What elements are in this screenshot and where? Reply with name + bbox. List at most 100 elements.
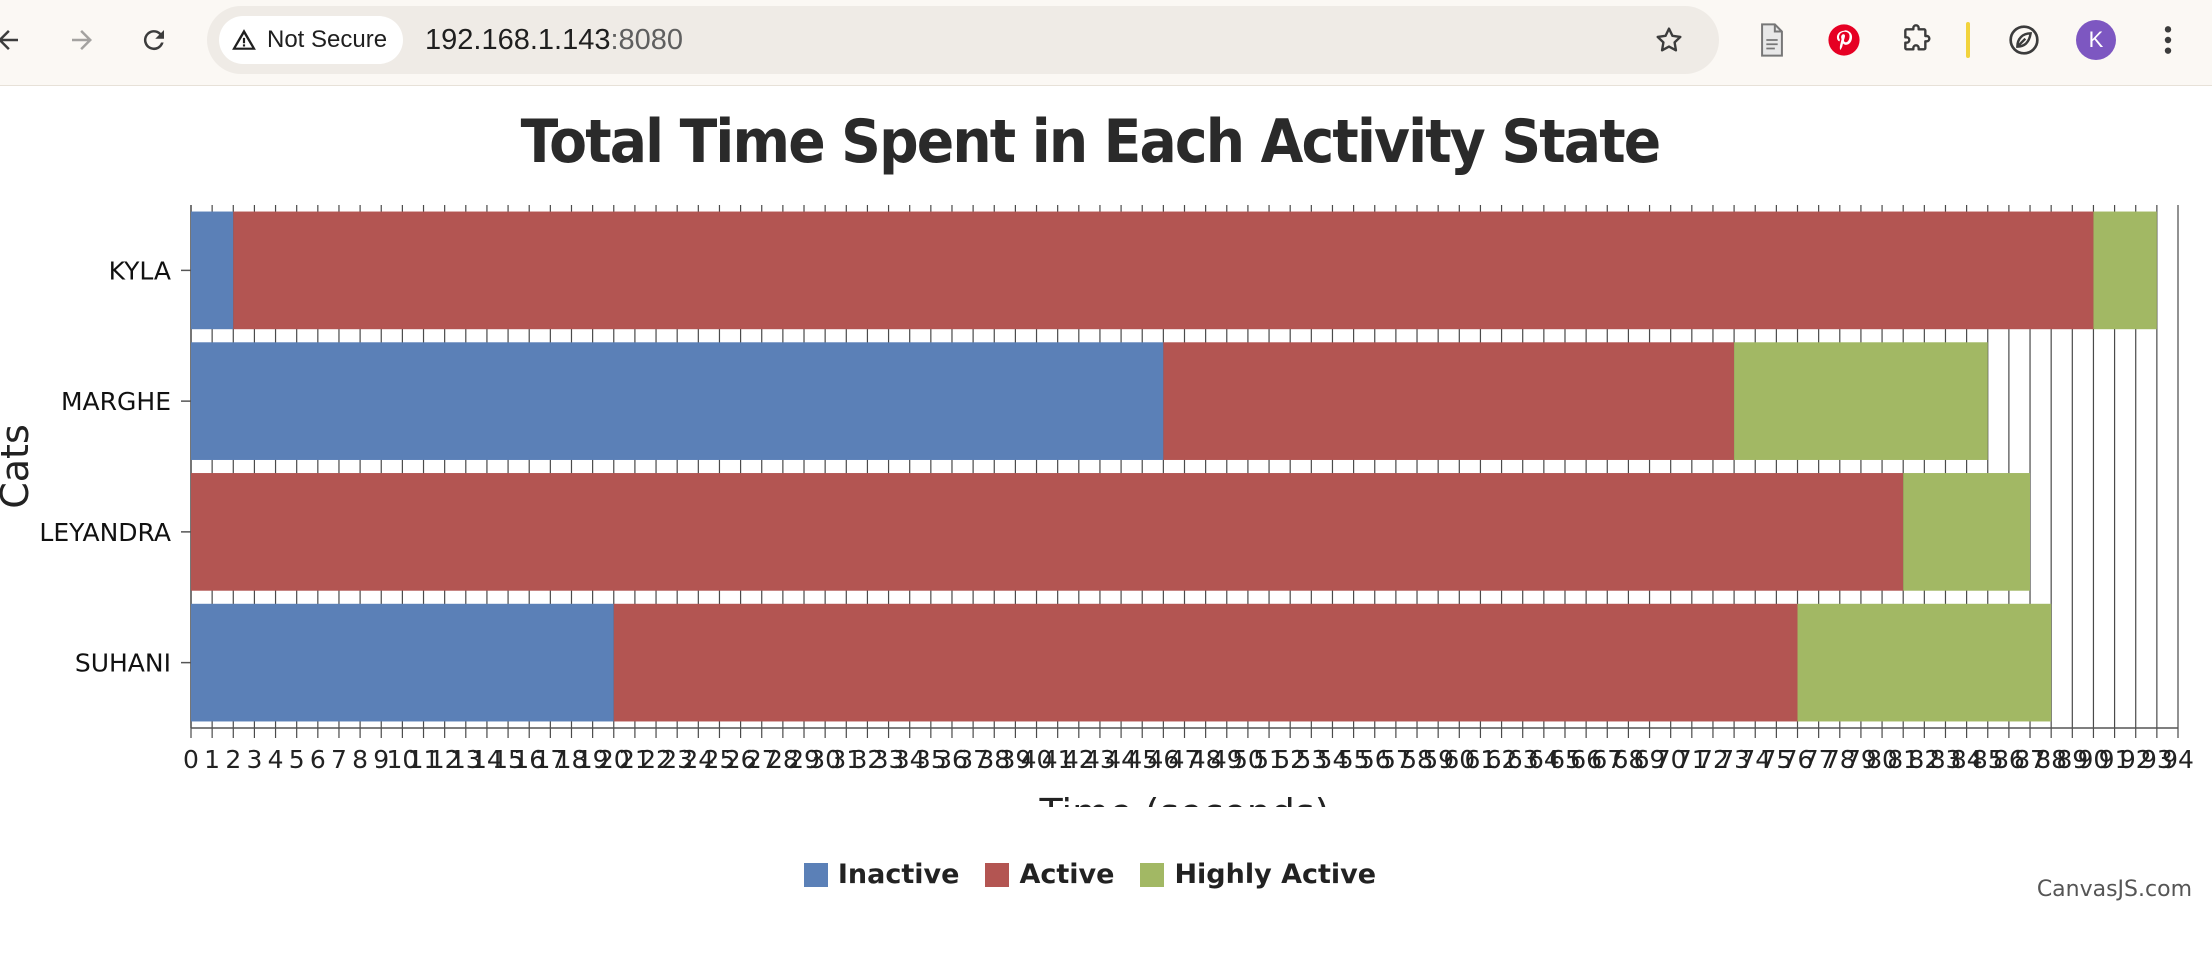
x-tick-label: 78 — [1824, 745, 1856, 774]
x-tick-label: 42 — [1063, 745, 1095, 774]
x-tick-label: 16 — [513, 745, 545, 774]
x-tick-label: 15 — [492, 745, 524, 774]
x-tick-label: 74 — [1739, 745, 1771, 774]
document-icon — [1761, 23, 1783, 57]
x-tick-label: 81 — [1887, 745, 1919, 774]
x-tick-label: 69 — [1634, 745, 1666, 774]
x-tick-label: 75 — [1760, 745, 1792, 774]
x-tick-label: 47 — [1169, 745, 1201, 774]
stacked-bar-chart: 0 1 2 3 4 5 6 7 8 9101112131415161718192021222324… — [0, 205, 2194, 807]
x-tick-label: 40 — [1021, 745, 1053, 774]
x-tick-label: 11 — [408, 745, 440, 774]
bar-segment — [613, 603, 1798, 722]
document-extension-button[interactable] — [1750, 18, 1794, 62]
legend-swatch — [985, 862, 1010, 887]
bar-segment — [191, 342, 1164, 460]
x-tick-label: 27 — [746, 745, 778, 774]
x-tick-label: 25 — [704, 745, 736, 774]
legend-item[interactable]: Active — [985, 859, 1114, 890]
x-tick-label: 41 — [1042, 745, 1074, 774]
x-tick-label: 70 — [1655, 745, 1687, 774]
reload-button[interactable] — [132, 18, 176, 62]
more-vert-icon — [2164, 26, 2172, 54]
forward-arrow-icon — [72, 30, 92, 50]
y-category-label: LEYANDRA — [39, 518, 171, 547]
legend-item[interactable]: Inactive — [803, 859, 959, 890]
security-chip[interactable]: Not Secure — [219, 16, 404, 64]
x-tick-label: 52 — [1274, 745, 1306, 774]
x-tick-label: 91 — [2099, 745, 2131, 774]
x-tick-label: 68 — [1612, 745, 1644, 774]
x-tick-label: 39 — [999, 745, 1031, 774]
x-tick-label: 12 — [429, 745, 461, 774]
y-axis-title: Cats — [0, 424, 37, 509]
chart-legend: Inactive Active Highly Active — [0, 859, 2180, 890]
back-button[interactable] — [0, 18, 30, 62]
x-tick-label: 94 — [2162, 745, 2194, 774]
x-tick-label: 22 — [640, 745, 672, 774]
url-text[interactable]: 192.168.1.143:8080 — [425, 6, 683, 74]
chart-credit[interactable]: CanvasJS.com — [2036, 877, 2192, 902]
x-tick-label: 23 — [661, 745, 693, 774]
browser-menu-button[interactable] — [2146, 18, 2190, 62]
x-tick-label: 32 — [852, 745, 884, 774]
x-tick-label: 86 — [1993, 745, 2025, 774]
chart-container: Total Time Spent in Each Activity State … — [0, 87, 2212, 960]
x-tick-label: 5 — [289, 745, 305, 774]
legend-swatch — [803, 862, 828, 887]
x-tick-label: 72 — [1697, 745, 1729, 774]
toolbar-divider — [1966, 22, 1970, 58]
reload-icon — [143, 30, 164, 51]
pinterest-icon — [1828, 24, 1860, 56]
x-tick-label: 31 — [830, 745, 862, 774]
x-tick-label: 65 — [1549, 745, 1581, 774]
bar-segment — [191, 473, 1904, 591]
x-tick-label: 1 — [204, 745, 220, 774]
x-tick-label: 4 — [268, 745, 284, 774]
profile-avatar[interactable]: K — [2076, 20, 2116, 60]
bookmark-star-button[interactable] — [1649, 20, 1689, 60]
extensions-button[interactable] — [1894, 18, 1938, 62]
legend-swatch — [1140, 862, 1165, 887]
bar-segment — [191, 211, 234, 330]
address-bar[interactable]: Not Secure 192.168.1.143:8080 — [207, 6, 1719, 74]
x-tick-label: 34 — [894, 745, 926, 774]
x-tick-label: 58 — [1401, 745, 1433, 774]
x-tick-label: 77 — [1803, 745, 1835, 774]
x-tick-label: 55 — [1338, 745, 1370, 774]
x-tick-label: 8 — [352, 745, 368, 774]
x-tick-label: 14 — [471, 745, 503, 774]
x-tick-label: 57 — [1380, 745, 1412, 774]
x-tick-label: 84 — [1951, 745, 1983, 774]
x-tick-label: 7 — [331, 745, 347, 774]
x-tick-label: 88 — [2035, 745, 2067, 774]
x-tick-label: 64 — [1528, 745, 1560, 774]
x-tick-label: 48 — [1190, 745, 1222, 774]
x-tick-label: 21 — [619, 745, 651, 774]
x-tick-label: 33 — [873, 745, 905, 774]
y-category-label: MARGHE — [61, 387, 171, 416]
x-tick-label: 51 — [1253, 745, 1285, 774]
bar-segment — [1797, 603, 2052, 722]
x-tick-label: 56 — [1359, 745, 1391, 774]
x-tick-label: 18 — [556, 745, 588, 774]
x-tick-label: 13 — [450, 745, 482, 774]
x-tick-label: 82 — [1908, 745, 1940, 774]
leaf-extension-button[interactable] — [2002, 18, 2046, 62]
x-tick-label: 67 — [1591, 745, 1623, 774]
pinterest-extension-button[interactable] — [1822, 18, 1866, 62]
legend-item[interactable]: Highly Active — [1140, 859, 1376, 890]
x-tick-label: 87 — [2014, 745, 2046, 774]
x-tick-label: 20 — [598, 745, 630, 774]
forward-button[interactable] — [60, 18, 104, 62]
x-tick-label: 85 — [1972, 745, 2004, 774]
x-tick-label: 83 — [1930, 745, 1962, 774]
x-tick-label: 10 — [386, 745, 418, 774]
x-tick-label: 54 — [1317, 745, 1349, 774]
bar-segment — [1163, 342, 1735, 460]
x-tick-label: 63 — [1507, 745, 1539, 774]
x-tick-label: 6 — [310, 745, 326, 774]
x-tick-label: 66 — [1570, 745, 1602, 774]
chart-title: Total Time Spent in Each Activity State — [520, 107, 1662, 177]
x-tick-label: 0 — [183, 745, 199, 774]
